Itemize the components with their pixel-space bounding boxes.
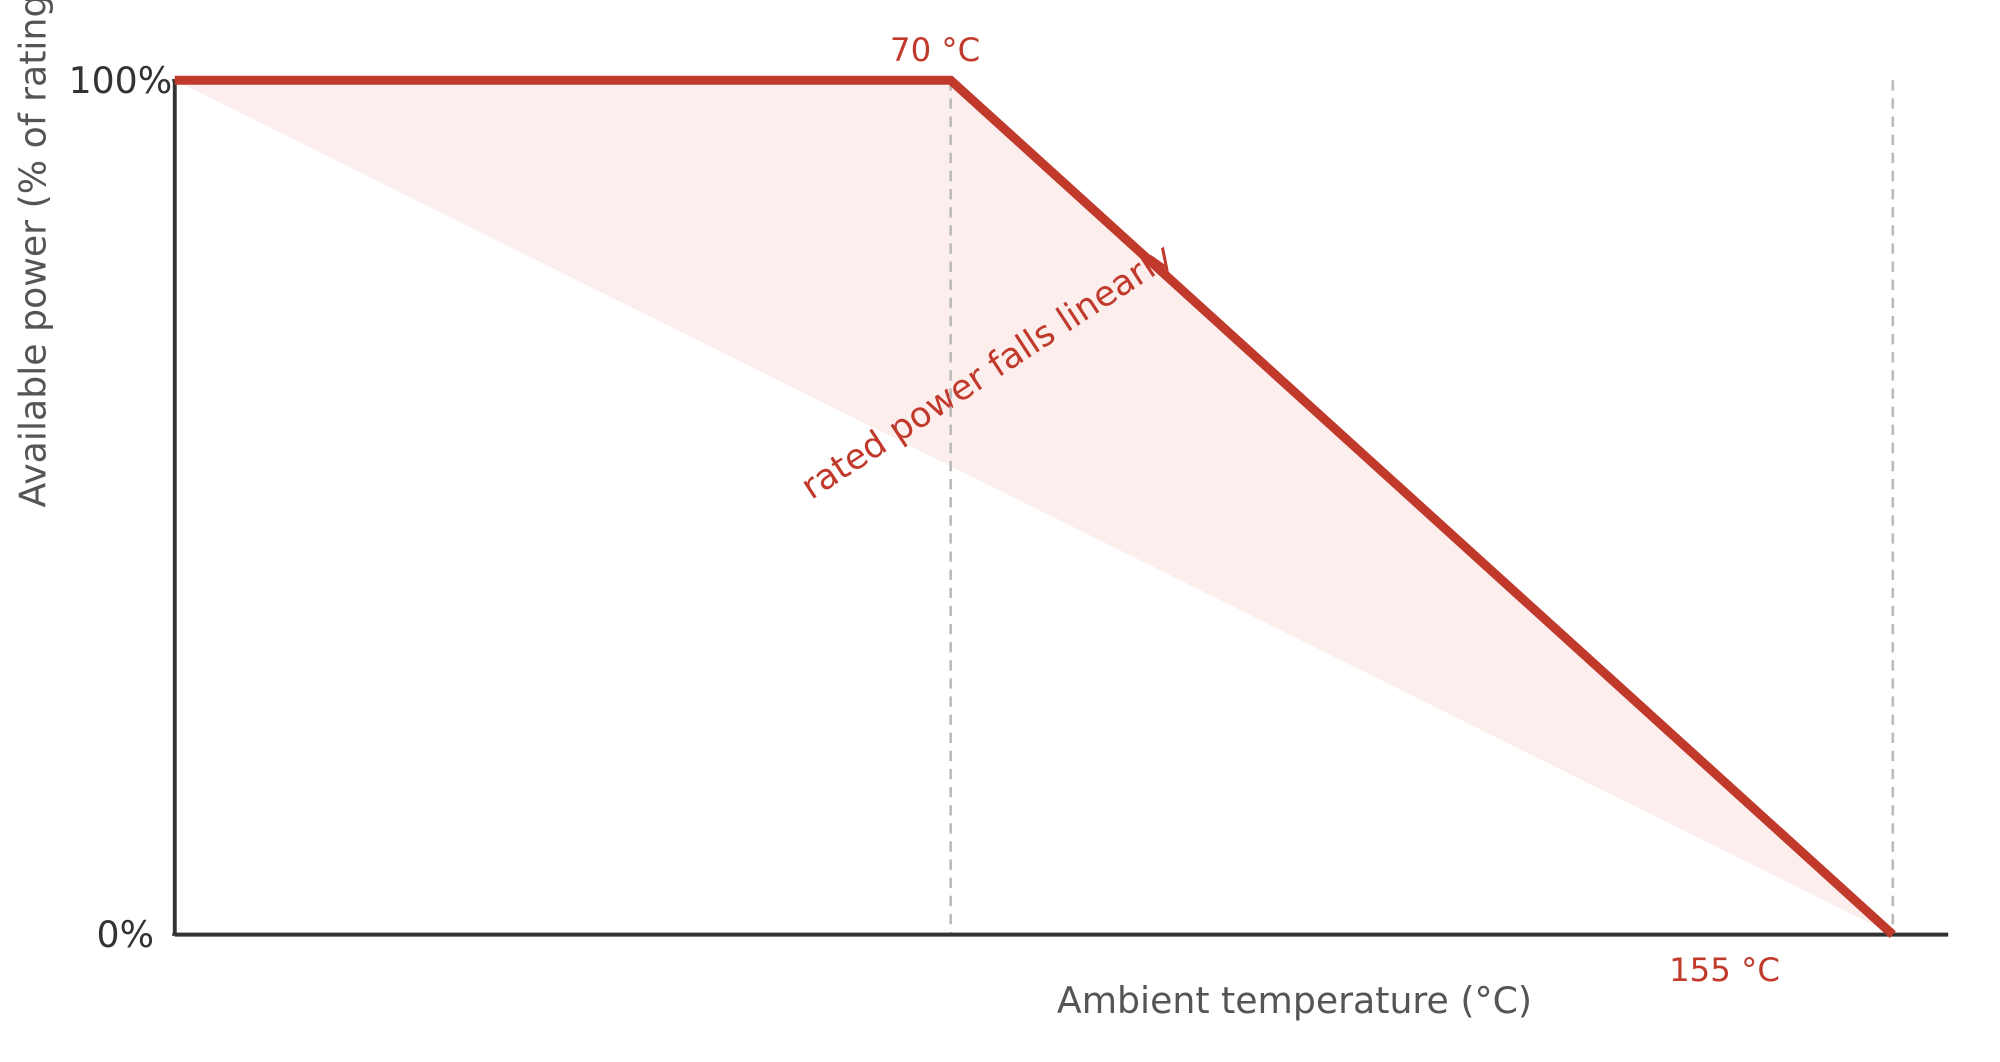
- shaded-area: [174, 80, 1893, 935]
- x-axis-title: Ambient temperature (°C): [1057, 979, 1532, 1022]
- y-axis-title: Available power (% of rating): [11, 0, 54, 507]
- marker-label: 70 °C: [890, 31, 980, 69]
- y-tick-label: 0%: [97, 913, 154, 956]
- line: [174, 75, 1896, 938]
- marker-label: 155 °C: [1669, 951, 1780, 989]
- y-tick-label: 100%: [69, 59, 173, 102]
